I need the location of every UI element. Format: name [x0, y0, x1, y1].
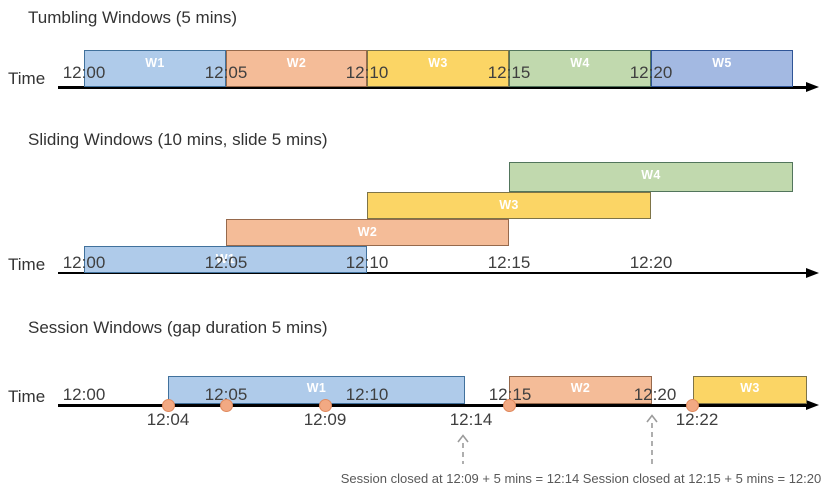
- window-label: W3: [428, 56, 448, 70]
- window-label: W1: [145, 56, 165, 70]
- event-dot: [219, 398, 233, 412]
- tumbling-window-w4-bar: W4: [509, 50, 651, 87]
- window-label: W2: [357, 225, 378, 239]
- event-time-label: 12:09: [303, 410, 347, 429]
- session-window-w1-bar: W1: [168, 376, 465, 404]
- tick-label: 12:00: [62, 63, 106, 82]
- sliding-window-w3-bar: W3: [367, 192, 651, 219]
- tick-label: 12:20: [629, 63, 673, 82]
- tick-label: 12:20: [629, 253, 673, 272]
- tick-label: 12:00: [62, 385, 106, 404]
- tumbling-section-title: Tumbling Windows (5 mins): [28, 8, 238, 27]
- tick-label: 12:05: [204, 385, 248, 404]
- event-dot: [318, 398, 332, 412]
- session-axis-arrowhead-icon: [806, 400, 819, 410]
- window-label: W1: [215, 252, 236, 266]
- window-label: W3: [499, 198, 519, 212]
- sliding-time-axis-label: Time: [8, 255, 46, 274]
- window-label: W5: [712, 56, 732, 70]
- tick-label: 12:05: [204, 63, 248, 82]
- window-label: W2: [286, 56, 307, 70]
- tumbling-window-w1-bar: W1: [84, 50, 226, 87]
- window-label: W4: [641, 168, 661, 182]
- sliding-window-w1-bar: W1: [84, 246, 367, 273]
- tick-label: 12:10: [345, 253, 389, 272]
- sliding-window-w2-bar: W2: [226, 219, 509, 246]
- event-time-label: 12:04: [146, 410, 190, 429]
- session-window-w2-bar: W2: [509, 376, 652, 404]
- sliding-time-axis: [58, 271, 807, 274]
- tumbling-axis-arrowhead-icon: [806, 82, 819, 92]
- tick-label: 12:10: [345, 385, 389, 404]
- sliding-axis-arrowhead-icon: [806, 267, 819, 278]
- session-window-w3-bar: W3: [693, 376, 807, 404]
- session-time-axis-label: Time: [8, 387, 46, 406]
- event-dot: [502, 398, 516, 412]
- tumbling-time-axis-label: Time: [8, 69, 46, 88]
- tick-label: 12:20: [633, 385, 677, 404]
- sliding-section-title: Sliding Windows (10 mins, slide 5 mins): [28, 130, 328, 149]
- tick-label: 12:00: [62, 253, 106, 272]
- event-time-label: 12:14: [449, 410, 493, 429]
- window-label: W2: [570, 381, 591, 395]
- tumbling-window-w5-bar: W5: [651, 50, 793, 87]
- tick-label: 12:10: [345, 63, 389, 82]
- tick-label: 12:15: [487, 63, 531, 82]
- event-dot: [685, 398, 699, 412]
- event-dot: [161, 398, 175, 412]
- window-label: W3: [740, 381, 760, 395]
- tumbling-window-w3-bar: W3: [367, 50, 509, 87]
- tick-label: 12:15: [487, 253, 531, 272]
- session-time-axis: [58, 404, 807, 407]
- session1-up-arrow-icon: [457, 434, 469, 464]
- session2-up-arrow-icon: [646, 414, 658, 464]
- tumbling-window-w2-bar: W2: [226, 50, 367, 87]
- tumbling-time-axis: [58, 86, 807, 89]
- session-closed-annotation-1: Session closed at 12:09 + 5 mins = 12:14: [340, 471, 580, 486]
- window-label: W4: [570, 56, 590, 70]
- sliding-window-w4-bar: W4: [509, 162, 793, 192]
- session-closed-annotation-2: Session closed at 12:15 + 5 mins = 12:20: [582, 471, 822, 486]
- tick-label: 12:15: [488, 385, 532, 404]
- tick-label: 12:05: [204, 253, 248, 272]
- event-time-label: 12:22: [675, 410, 719, 429]
- session-section-title: Session Windows (gap duration 5 mins): [28, 318, 328, 337]
- window-label: W1: [306, 381, 327, 395]
